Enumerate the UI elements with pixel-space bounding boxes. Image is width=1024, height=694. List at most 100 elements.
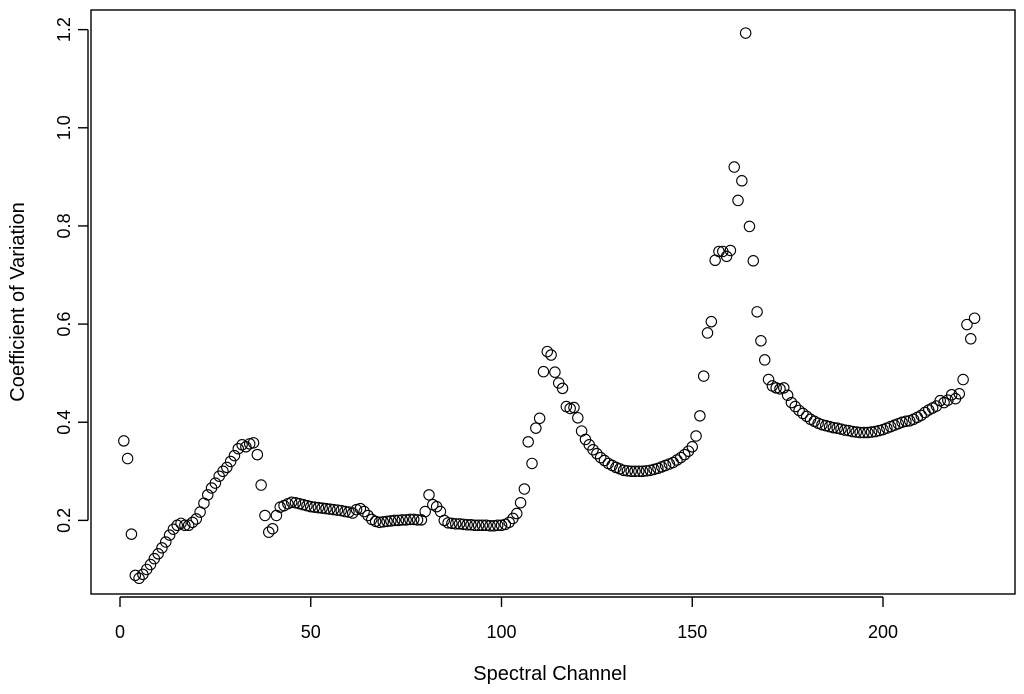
- data-point: [179, 519, 191, 532]
- data-point: [312, 501, 325, 514]
- data-point: [537, 365, 550, 378]
- y-tick-label: 0.8: [54, 213, 74, 238]
- data-point: [545, 349, 557, 361]
- data-point: [953, 388, 966, 400]
- data-point: [301, 499, 313, 512]
- data-point: [720, 250, 733, 263]
- data-point: [209, 477, 222, 489]
- data-point: [793, 404, 805, 417]
- data-point: [751, 306, 763, 318]
- data-point: [167, 523, 180, 535]
- data-point: [961, 318, 973, 331]
- data-point: [201, 489, 214, 501]
- data-point: [316, 502, 328, 514]
- data-point: [846, 425, 859, 438]
- data-point: [419, 505, 431, 518]
- data-point: [129, 569, 142, 582]
- data-point: [621, 465, 634, 477]
- data-point: [263, 526, 275, 538]
- data-point: [758, 354, 771, 366]
- data-point: [156, 542, 168, 554]
- data-point: [572, 412, 584, 424]
- data-point: [617, 464, 630, 477]
- x-tick-label: 0: [115, 622, 125, 642]
- data-point: [778, 382, 790, 394]
- data-point: [465, 519, 477, 531]
- data-point: [549, 366, 561, 378]
- data-point: [449, 518, 462, 530]
- data-point: [308, 501, 321, 513]
- data-point: [228, 449, 241, 462]
- data-point: [789, 400, 802, 413]
- data-point: [469, 519, 481, 532]
- data-point: [152, 548, 164, 560]
- data-point: [251, 448, 264, 461]
- data-point: [964, 333, 977, 345]
- data-point: [144, 558, 157, 571]
- data-point: [385, 515, 397, 527]
- data-point: [121, 452, 134, 465]
- data-point: [697, 370, 710, 382]
- data-point: [457, 518, 470, 531]
- plot-frame: [90, 9, 1016, 595]
- data-point: [285, 496, 298, 508]
- y-tick-label: 0.2: [54, 508, 74, 533]
- data-point: [118, 435, 130, 447]
- data-point: [163, 529, 176, 541]
- data-point: [797, 407, 809, 420]
- data-point: [190, 513, 203, 525]
- data-point: [411, 514, 424, 526]
- data-point: [636, 465, 649, 478]
- data-point: [484, 520, 496, 532]
- data-point: [762, 373, 775, 386]
- data-point: [182, 519, 195, 532]
- data-point: [594, 451, 607, 464]
- data-point: [823, 420, 836, 433]
- data-point: [968, 312, 981, 324]
- data-point: [915, 409, 927, 422]
- data-point: [526, 457, 538, 470]
- data-point: [259, 509, 271, 522]
- x-tick-label: 150: [677, 622, 707, 642]
- data-point: [396, 514, 409, 526]
- data-point: [625, 465, 637, 478]
- data-point: [839, 424, 851, 436]
- data-point: [480, 519, 492, 532]
- data-point: [224, 455, 237, 468]
- data-point: [297, 498, 309, 511]
- data-point: [511, 507, 523, 520]
- data-point: [633, 465, 645, 478]
- data-point: [568, 401, 580, 414]
- data-point: [728, 161, 740, 173]
- data-point: [423, 489, 435, 501]
- y-axis-label: Coefficient of Variation: [7, 202, 29, 401]
- data-point: [690, 430, 702, 442]
- data-point: [491, 519, 504, 532]
- x-axis: 0 50 100 150 200: [115, 596, 898, 642]
- data-point: [533, 412, 546, 425]
- y-axis: 0.2 0.4 0.6 0.8 1.0 1.2: [54, 17, 89, 533]
- data-point: [858, 426, 870, 439]
- data-point: [400, 514, 412, 526]
- x-tick-label: 100: [486, 622, 516, 642]
- data-point: [957, 373, 969, 386]
- data-point: [404, 513, 416, 526]
- data-point: [304, 500, 317, 513]
- data-point: [453, 518, 466, 530]
- data-point: [255, 479, 267, 491]
- data-point: [854, 426, 866, 439]
- data-point: [564, 402, 576, 415]
- data-point: [408, 513, 420, 526]
- data-point: [247, 437, 260, 449]
- data-point: [388, 514, 401, 527]
- data-point: [125, 528, 138, 540]
- data-point: [694, 410, 706, 422]
- data-point: [472, 519, 485, 532]
- data-point: [850, 426, 863, 438]
- data-point: [324, 503, 336, 515]
- data-point: [835, 423, 847, 435]
- data-point: [240, 441, 252, 453]
- data-point: [381, 515, 393, 528]
- data-point: [221, 461, 233, 474]
- data-point: [133, 572, 145, 585]
